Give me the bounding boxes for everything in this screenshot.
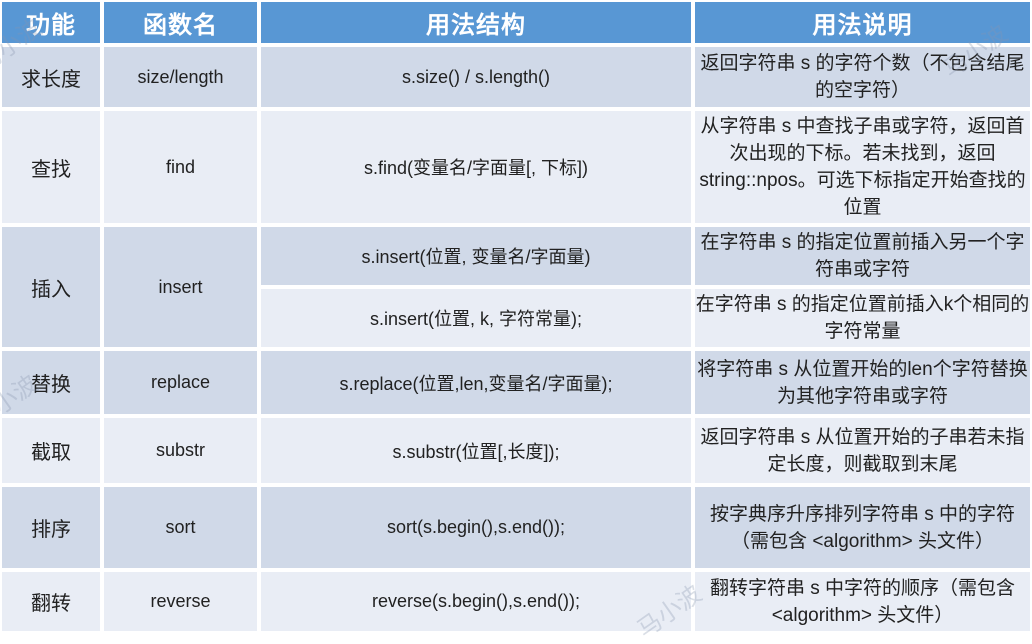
cell-usage: reverse(s.begin(),s.end());: [259, 570, 693, 633]
table-row: 求长度 size/length s.size() / s.length() 返回…: [0, 45, 1032, 109]
cell-desc: 翻转字符串 s 中字符的顺序（需包含 <algorithm> 头文件）: [693, 570, 1032, 633]
cell-usage: s.find(变量名/字面量[, 下标]): [259, 109, 693, 225]
cell-desc: 在字符串 s 的指定位置前插入k个相同的字符常量: [693, 287, 1032, 349]
table-row: 插入 insert s.insert(位置, 变量名/字面量) 在字符串 s 的…: [0, 225, 1032, 349]
cell-feature: 截取: [0, 416, 102, 485]
cell-func: size/length: [102, 45, 259, 109]
cell-usage: s.insert(位置, 变量名/字面量): [259, 225, 693, 287]
cell-usage: s.size() / s.length(): [259, 45, 693, 109]
table-row: 查找 find s.find(变量名/字面量[, 下标]) 从字符串 s 中查找…: [0, 109, 1032, 225]
cell-usage: s.insert(位置, k, 字符常量);: [259, 287, 693, 349]
table-row: 替换 replace s.replace(位置,len,变量名/字面量); 将字…: [0, 349, 1032, 416]
cell-feature: 插入: [0, 225, 102, 349]
cell-desc: 从字符串 s 中查找子串或字符，返回首次出现的下标。若未找到，返回 string…: [693, 109, 1032, 225]
header-cell-feature: 功能: [0, 0, 102, 45]
cell-func: reverse: [102, 570, 259, 633]
cell-func: substr: [102, 416, 259, 485]
table-header-row: 功能 函数名 用法结构 用法说明: [0, 0, 1032, 45]
cell-desc: 将字符串 s 从位置开始的len个字符替换为其他字符串或字符: [693, 349, 1032, 416]
cell-func: replace: [102, 349, 259, 416]
cell-desc: 按字典序升序排列字符串 s 中的字符（需包含 <algorithm> 头文件）: [693, 485, 1032, 570]
table-row: 翻转 reverse reverse(s.begin(),s.end()); 翻…: [0, 570, 1032, 633]
cell-desc: 返回字符串 s 的字符个数（不包含结尾的空字符）: [693, 45, 1032, 109]
cell-usage: s.replace(位置,len,变量名/字面量);: [259, 349, 693, 416]
cell-feature: 求长度: [0, 45, 102, 109]
header-cell-desc: 用法说明: [693, 0, 1032, 45]
cell-desc: 返回字符串 s 从位置开始的子串若未指定长度，则截取到末尾: [693, 416, 1032, 485]
cell-desc: 在字符串 s 的指定位置前插入另一个字符串或字符: [693, 225, 1032, 287]
cell-feature: 查找: [0, 109, 102, 225]
cell-feature: 替换: [0, 349, 102, 416]
table-row: s.insert(位置, k, 字符常量); 在字符串 s 的指定位置前插入k个…: [0, 287, 1032, 349]
cell-func: insert: [102, 225, 259, 349]
header-cell-usage: 用法结构: [259, 0, 693, 45]
table-row: 截取 substr s.substr(位置[,长度]); 返回字符串 s 从位置…: [0, 416, 1032, 485]
cell-func: sort: [102, 485, 259, 570]
cell-feature: 排序: [0, 485, 102, 570]
cell-usage: sort(s.begin(),s.end());: [259, 485, 693, 570]
cell-usage: s.substr(位置[,长度]);: [259, 416, 693, 485]
table-row: 排序 sort sort(s.begin(),s.end()); 按字典序升序排…: [0, 485, 1032, 570]
header-cell-func: 函数名: [102, 0, 259, 45]
cell-func: find: [102, 109, 259, 225]
cell-feature: 翻转: [0, 570, 102, 633]
